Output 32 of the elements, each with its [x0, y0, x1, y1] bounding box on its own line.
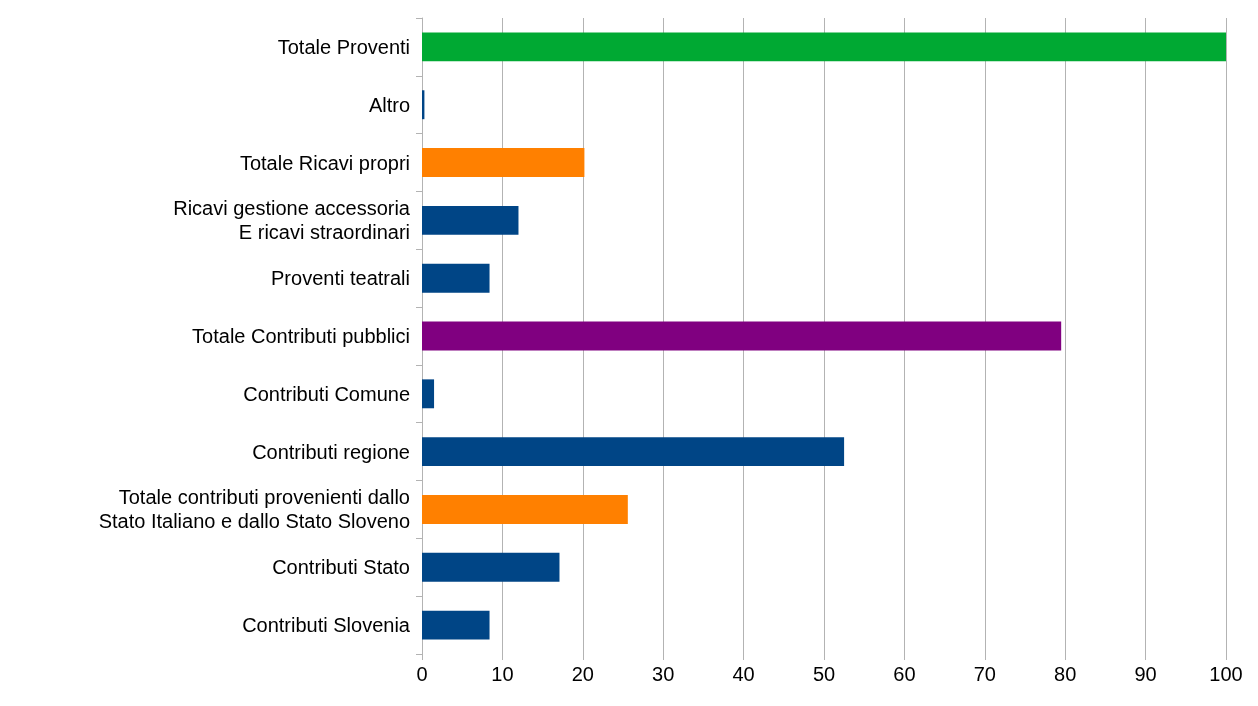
y-tick-label: Contributi Slovenia	[242, 614, 411, 637]
x-tick-label: 80	[1054, 663, 1077, 685]
bar	[422, 205, 519, 235]
x-tick-label: 30	[652, 663, 675, 685]
bar	[422, 495, 628, 524]
x-tick-label: 60	[893, 663, 916, 685]
y-tick-label: Contributi Stato	[272, 556, 410, 579]
y-tick-label: Totale Ricavi propri	[239, 151, 410, 174]
x-tick-label: 20	[571, 663, 594, 685]
bar	[422, 610, 490, 640]
bar	[422, 437, 845, 467]
x-tick-label: 70	[973, 663, 996, 685]
bar	[422, 379, 435, 409]
y-tick-label: Altro	[368, 93, 410, 116]
y-tick-label: Proventi teatrali	[271, 267, 410, 290]
y-tick-label: Totale contributi provenienti dallo Stato Italiano e dallo Stato Sloveno	[98, 486, 410, 533]
x-tick-label: 100	[1209, 663, 1243, 685]
x-tick-label: 50	[812, 663, 836, 685]
y-tick-label: Totale Proventi	[277, 35, 410, 58]
bar	[422, 552, 560, 582]
bar	[422, 321, 1062, 351]
y-tick-label: Contributi Comune	[243, 382, 410, 405]
y-tick-label: Ricavi gestione accessoria E ricavi straordinari	[173, 197, 411, 244]
y-tick-label: Contributi regione	[252, 440, 410, 463]
x-tick-label: 0	[416, 663, 428, 685]
y-tick-label: Totale Contributi pubblici	[192, 325, 410, 347]
bar	[422, 32, 1226, 62]
x-tick-label: 90	[1134, 663, 1157, 685]
bar	[422, 263, 490, 293]
x-tick-label: 40	[732, 663, 755, 685]
x-tick-label: 10	[491, 663, 514, 685]
bar	[422, 148, 585, 177]
